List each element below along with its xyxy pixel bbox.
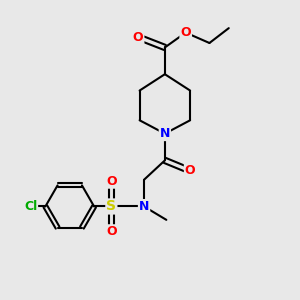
Text: O: O [106, 225, 117, 238]
Text: O: O [106, 175, 117, 188]
Text: N: N [160, 127, 170, 140]
Text: O: O [185, 164, 195, 177]
Text: O: O [133, 31, 143, 44]
Text: O: O [180, 26, 191, 39]
Text: N: N [139, 200, 149, 213]
Text: Cl: Cl [24, 200, 37, 213]
Text: S: S [106, 200, 116, 214]
